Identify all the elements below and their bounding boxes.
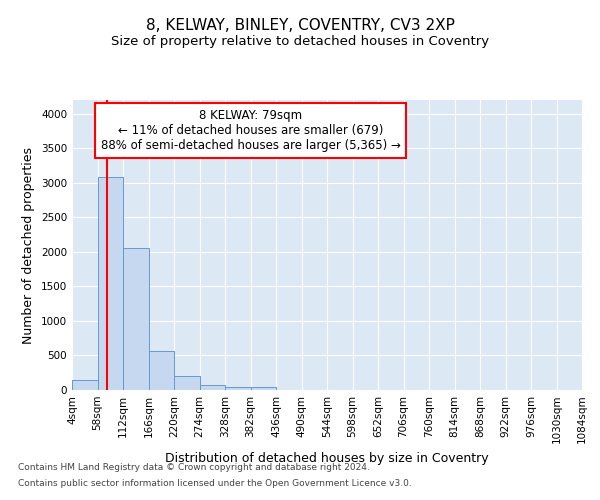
Bar (200, 385, 225, 390)
Text: Contains public sector information licensed under the Open Government Licence v3: Contains public sector information licen… (18, 478, 412, 488)
Bar (225, 387, 251, 390)
Bar (97, 178, 123, 390)
Text: 8, KELWAY, BINLEY, COVENTRY, CV3 2XP: 8, KELWAY, BINLEY, COVENTRY, CV3 2XP (146, 18, 454, 32)
Bar (174, 376, 199, 390)
Y-axis label: Number of detached properties: Number of detached properties (22, 146, 35, 344)
Text: Size of property relative to detached houses in Coventry: Size of property relative to detached ho… (111, 35, 489, 48)
Bar (123, 248, 149, 390)
Text: 8 KELWAY: 79sqm
← 11% of detached houses are smaller (679)
88% of semi-detached : 8 KELWAY: 79sqm ← 11% of detached houses… (101, 108, 400, 152)
Bar (72, 380, 97, 390)
Bar (251, 387, 276, 390)
Bar (149, 352, 174, 390)
X-axis label: Distribution of detached houses by size in Coventry: Distribution of detached houses by size … (165, 452, 489, 465)
Text: Contains HM Land Registry data © Crown copyright and database right 2024.: Contains HM Land Registry data © Crown c… (18, 464, 370, 472)
